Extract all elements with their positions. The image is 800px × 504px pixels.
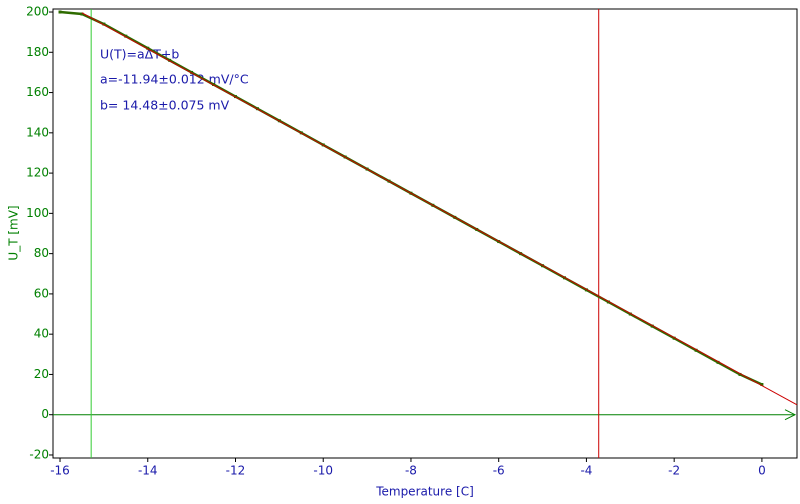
annotation: U(T)=aΔT+b [100, 47, 179, 62]
x-tick-label: -8 [405, 464, 417, 478]
x-tick-label: -6 [493, 464, 505, 478]
data-point [124, 34, 128, 38]
y-tick-label: 60 [34, 286, 49, 300]
data-point [738, 372, 742, 376]
y-tick-label: 0 [41, 407, 49, 421]
fit-line [81, 12, 798, 406]
y-tick-label: 40 [34, 327, 49, 341]
y-tick-label: 160 [26, 85, 49, 99]
x-tick-label: -12 [226, 464, 246, 478]
data-point [650, 324, 654, 328]
axis-arrow [784, 409, 797, 421]
annotation: a=-11.94±0.012 mV/°C [100, 72, 249, 87]
annotation: b= 14.48±0.075 mV [100, 98, 230, 113]
y-tick-label: 180 [26, 45, 49, 59]
y-tick-label: 100 [26, 206, 49, 220]
y-tick-label: 120 [26, 166, 49, 180]
data-point [672, 336, 676, 340]
x-tick-label: -16 [50, 464, 70, 478]
y-axis-label: U_T [mV] [7, 205, 21, 260]
x-tick-label: -2 [668, 464, 680, 478]
y-tick-label: 140 [26, 125, 49, 139]
data-point [102, 22, 106, 26]
x-tick-label: 0 [758, 464, 766, 478]
data-point [80, 12, 84, 16]
x-tick-label: -14 [138, 464, 158, 478]
data-point [716, 360, 720, 364]
y-tick-label: 80 [34, 246, 49, 260]
data-point [58, 10, 62, 14]
plot-frame [52, 8, 798, 459]
data-point [146, 46, 150, 50]
y-tick-label: -20 [29, 447, 49, 461]
x-axis-label: Temperature [C] [375, 485, 474, 499]
data-point [168, 58, 172, 62]
x-tick-label: -10 [313, 464, 333, 478]
data-point [760, 383, 764, 387]
data-point [628, 312, 632, 316]
data-point [694, 348, 698, 352]
x-tick-label: -4 [580, 464, 592, 478]
y-tick-label: 20 [34, 367, 49, 381]
y-tick-label: 200 [26, 5, 49, 19]
